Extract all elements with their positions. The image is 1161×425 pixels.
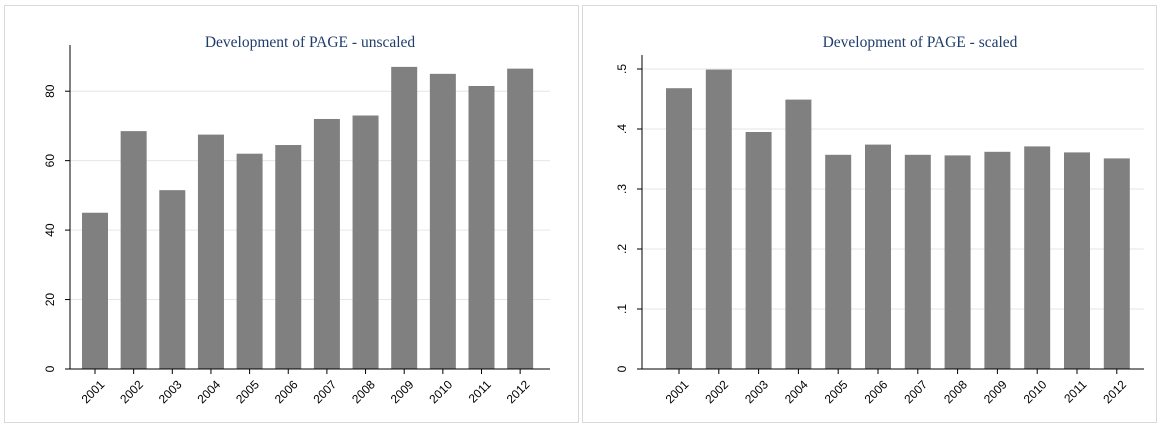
x-tick-label: 2008 (941, 377, 970, 406)
x-tick-label: 2002 (117, 377, 146, 406)
bar-2001 (666, 88, 692, 369)
x-tick-label: 2003 (156, 377, 185, 406)
x-tick-label: 2012 (504, 377, 533, 406)
x-tick-label: 2010 (426, 377, 455, 406)
bar-2011 (468, 85, 495, 369)
bar-2007 (313, 118, 340, 369)
x-tick-label: 2001 (663, 377, 692, 406)
chart-unscaled: Development of PAGE - unscaled 0 20 40 60 80 2… (43, 34, 550, 406)
y-tick-label: .5 (615, 64, 629, 74)
x-tick-label: 2004 (195, 377, 224, 406)
x-tick-label: 2002 (702, 377, 731, 406)
y-tick-label: .2 (615, 244, 629, 254)
bar-2009 (984, 151, 1011, 369)
y-tick-label: 0 (43, 365, 57, 372)
bar-2009 (391, 66, 418, 369)
x-tick-label: 2007 (901, 377, 930, 406)
bar-2008 (352, 115, 379, 369)
x-tick-label: 2012 (1100, 377, 1129, 406)
x-tick-label: 2008 (349, 377, 378, 406)
x-tick-label: 2004 (782, 377, 811, 406)
y-tick-label: .4 (615, 124, 629, 134)
bar-2006 (865, 144, 891, 369)
x-tick-label: 2005 (233, 377, 262, 406)
bar-2004 (785, 99, 812, 369)
bar-2003 (745, 132, 772, 369)
bar-2006 (275, 145, 302, 369)
x-tick-label: 2006 (272, 377, 301, 406)
y-tick-label: 60 (43, 154, 57, 168)
x-tick-label: 2005 (822, 377, 851, 406)
chart-scaled: Development of PAGE - scaled 0 .1 .2 .3 .4 .5 2… (615, 34, 1144, 406)
x-tick-label: 2003 (742, 377, 771, 406)
chart-title: Development of PAGE - scaled (823, 34, 1018, 51)
bar-2001 (82, 212, 108, 369)
y-tick-label: 20 (43, 293, 57, 307)
x-tick-label: 2011 (1061, 377, 1089, 405)
bar-2008 (944, 155, 971, 369)
bar-2012 (1103, 158, 1130, 369)
y-tick-label: 0 (615, 365, 629, 372)
x-tick-label: 2011 (466, 377, 494, 405)
bar-2002 (705, 69, 732, 369)
x-tick-label: 2010 (1021, 377, 1050, 406)
x-tick-label: 2006 (862, 377, 891, 406)
bar-2005 (825, 154, 852, 369)
chart-panel-scaled: Development of PAGE - scaled 0 .1 .2 .3 .4 .5 2… (582, 5, 1157, 423)
x-tick-label: 2009 (388, 377, 417, 406)
chart-panel-unscaled: Development of PAGE - unscaled 0 20 40 60 80 2… (4, 5, 579, 423)
bar-2003 (159, 190, 186, 369)
bar-2012 (507, 68, 534, 369)
bar-2002 (120, 131, 147, 369)
x-tick-label: 2007 (310, 377, 339, 406)
bar-2004 (197, 134, 224, 369)
y-tick-label: 40 (43, 223, 57, 237)
bar-2010 (429, 73, 456, 369)
bar-2011 (1064, 152, 1090, 369)
x-tick-label: 2009 (981, 377, 1010, 406)
chart-title: Development of PAGE - unscaled (205, 34, 416, 51)
bar-2010 (1024, 146, 1051, 369)
bar-2007 (904, 154, 931, 369)
y-tick-label: 80 (43, 84, 57, 98)
y-tick-label: .3 (615, 184, 629, 194)
x-tick-label: 2001 (79, 377, 108, 406)
y-tick-label: .1 (615, 304, 629, 314)
bar-2005 (236, 153, 263, 369)
